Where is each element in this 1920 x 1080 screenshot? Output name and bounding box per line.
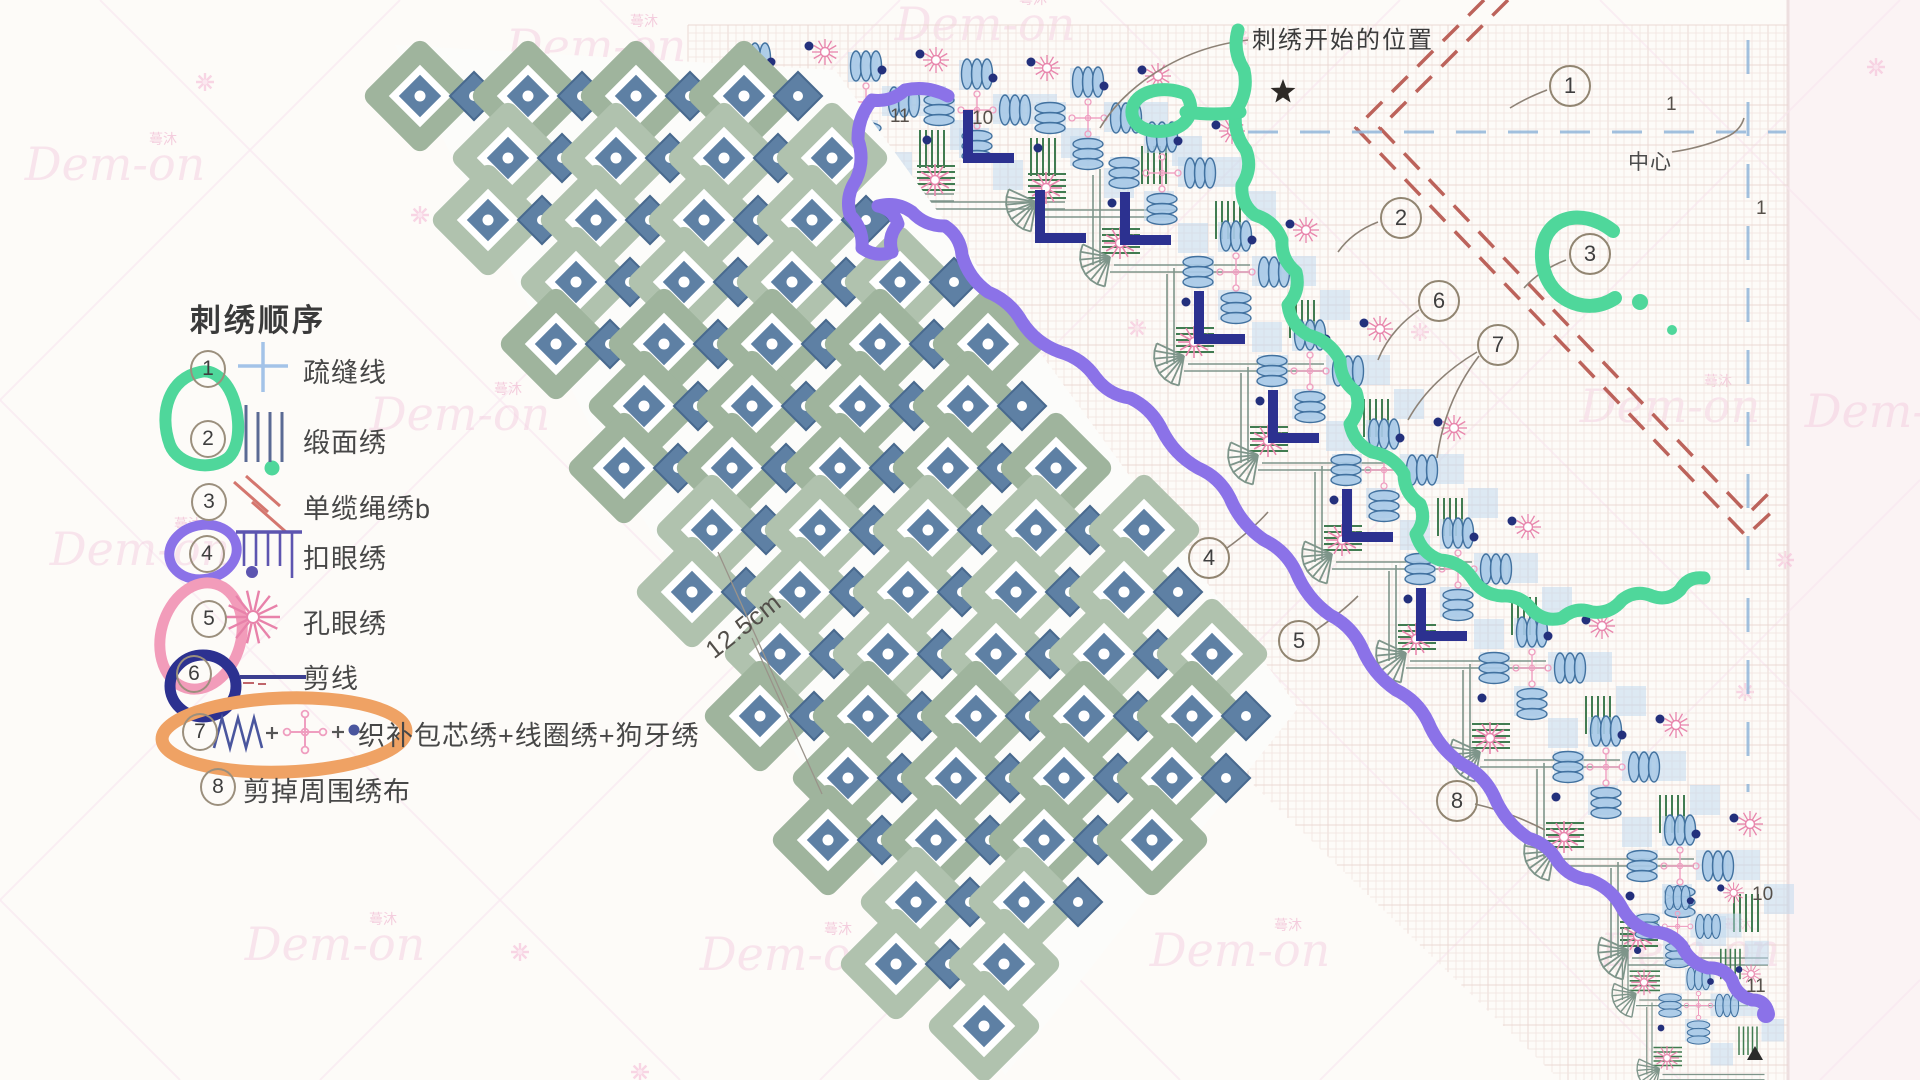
svg-text:Dem-on: Dem-on bbox=[1804, 384, 1920, 438]
grid-number-11-top: 11 bbox=[890, 106, 910, 127]
svg-text:蕚沐: 蕚沐 bbox=[494, 381, 522, 397]
flower-sparkle-icon bbox=[631, 1063, 649, 1080]
dimension-lines bbox=[717, 551, 823, 795]
cut-guideline-red bbox=[1353, 0, 1778, 539]
triangle-marker-icon bbox=[1747, 1046, 1763, 1060]
svg-text:蕚沐: 蕚沐 bbox=[824, 921, 852, 937]
svg-text:蕚沐: 蕚沐 bbox=[1274, 917, 1302, 933]
svg-text:Dem-on: Dem-on bbox=[1149, 923, 1331, 977]
svg-text:Dem-on: Dem-on bbox=[244, 917, 426, 971]
flower-sparkle-icon bbox=[1867, 58, 1885, 76]
chart-ref-1: 1 bbox=[1549, 65, 1591, 107]
legend-num-4: 4 bbox=[189, 535, 225, 573]
center-guideline-blue bbox=[1248, 40, 1786, 792]
grid-number-10-top: 10 bbox=[972, 108, 994, 129]
legend-num-3: 3 bbox=[191, 483, 227, 521]
legend-label-satin: 缎面绣 bbox=[303, 428, 387, 458]
flower-sparkle-icon bbox=[196, 73, 214, 91]
svg-text:Dem-on: Dem-on bbox=[1579, 379, 1761, 433]
legend-label-buttonhole: 扣眼绣 bbox=[303, 544, 387, 574]
chart-motif-tile bbox=[1597, 811, 1794, 981]
flower-sparkle-icon bbox=[511, 943, 529, 961]
svg-text:蕚沐: 蕚沐 bbox=[630, 13, 658, 29]
flower-sparkle-icon bbox=[1776, 551, 1794, 569]
svg-text:Dem-on: Dem-on bbox=[369, 387, 551, 441]
legend-num-2: 2 bbox=[190, 420, 226, 458]
legend-label-combo: 织补包芯绣+线圈绣+狗牙绣 bbox=[358, 721, 700, 751]
legend-symbols bbox=[212, 342, 360, 755]
svg-text:蕚沐: 蕚沐 bbox=[149, 131, 177, 147]
chart-motif-tile bbox=[1449, 613, 1646, 783]
start-position-label: 刺绣开始的位置 bbox=[1252, 27, 1434, 54]
chart-ref-8: 8 bbox=[1436, 780, 1478, 822]
flower-sparkle-icon bbox=[1128, 319, 1146, 337]
legend-label-trim: 剪掉周围绣布 bbox=[243, 777, 411, 807]
legend-label-cable: 单缆绳绣b bbox=[303, 494, 432, 524]
chart-ref-6: 6 bbox=[1418, 280, 1460, 322]
legend-label-cut: 剪线 bbox=[303, 664, 359, 694]
svg-text:蕚沐: 蕚沐 bbox=[1019, 0, 1047, 7]
svg-text:蕚沐: 蕚沐 bbox=[369, 911, 397, 927]
legend-num-5: 5 bbox=[191, 600, 227, 638]
legend-num-7: 7 bbox=[182, 713, 218, 751]
green-marker-squiggle bbox=[1228, 23, 1711, 626]
chart-ref-7: 7 bbox=[1477, 324, 1519, 366]
legend-num-1: 1 bbox=[190, 350, 226, 388]
svg-text:Dem-on: Dem-on bbox=[24, 137, 206, 191]
grid-number-1-b: 1 bbox=[1756, 198, 1767, 219]
grid-number-1-a: 1 bbox=[1666, 94, 1677, 115]
chart-ref-5: 5 bbox=[1278, 620, 1320, 662]
legend-num-6: 6 bbox=[176, 655, 212, 693]
chart-ref-2: 2 bbox=[1380, 197, 1422, 239]
grid-number-10-bottom: 10 bbox=[1752, 884, 1774, 905]
center-label: 中心 bbox=[1628, 151, 1672, 174]
grid-number-11-bottom: 11 bbox=[1746, 976, 1766, 997]
legend-label-eyelet: 孔眼绣 bbox=[303, 609, 387, 639]
legend-num-8: 8 bbox=[200, 768, 236, 806]
chart-ref-4: 4 bbox=[1188, 537, 1230, 579]
legend-label-basting: 疏缝线 bbox=[303, 358, 387, 388]
chart-motif-tile bbox=[1523, 712, 1720, 882]
flower-sparkle-icon bbox=[1736, 683, 1754, 701]
chart-motif-tile bbox=[1375, 514, 1572, 684]
star-marker-icon bbox=[1270, 79, 1296, 103]
orange-marker-ellipse bbox=[155, 691, 413, 779]
flower-sparkle-icon bbox=[1411, 323, 1429, 341]
flower-sparkle-icon bbox=[411, 206, 429, 224]
purple-marker-squiggle bbox=[842, 82, 1775, 1019]
legend-title: 刺绣顺序 bbox=[190, 303, 326, 338]
embroidery-photo bbox=[364, 40, 1272, 1080]
chart-ref-3: 3 bbox=[1569, 233, 1611, 275]
navy-L-marks bbox=[963, 110, 1467, 641]
green-marker-ring bbox=[1534, 210, 1622, 313]
